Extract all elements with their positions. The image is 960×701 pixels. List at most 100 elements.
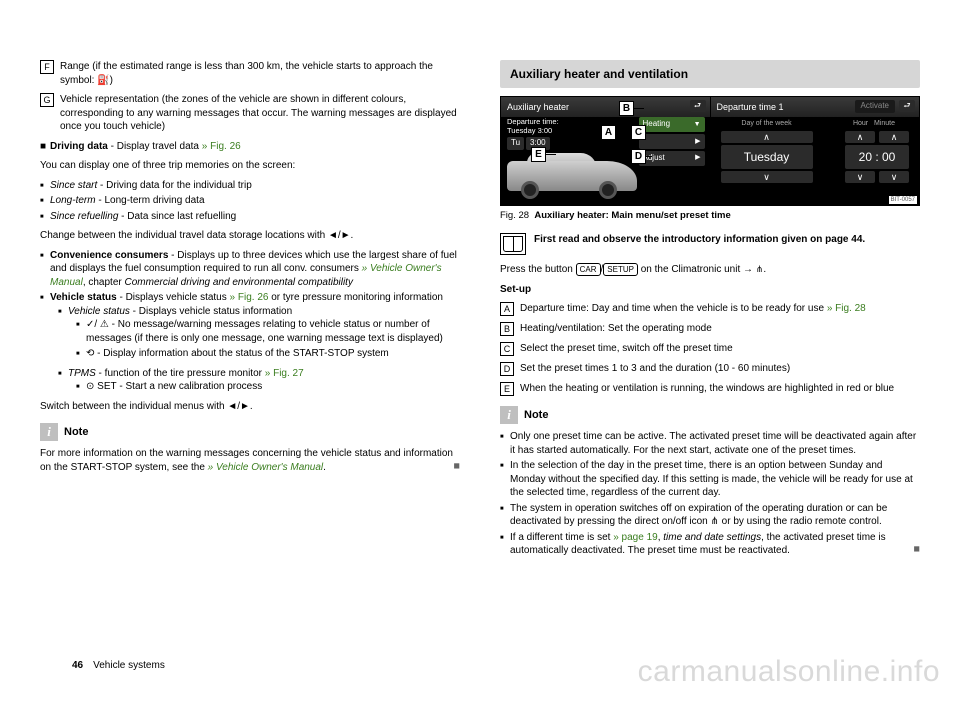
section-heading: Auxiliary heater and ventilation — [500, 60, 920, 88]
box-c: C — [500, 342, 514, 356]
fig-cap-text: Auxiliary heater: Main menu/set preset t… — [534, 210, 730, 221]
time-value: 20 : 00 — [845, 145, 909, 169]
text-b: Heating/ventilation: Set the operating m… — [520, 322, 920, 336]
section-end-icon-2: ◼ — [913, 544, 920, 555]
menu-blank[interactable]: ▶ — [639, 134, 705, 149]
cc-i: Commercial driving and environmental com… — [125, 277, 353, 288]
tag-d: D — [631, 149, 646, 164]
info-icon-2: i — [500, 406, 518, 424]
panel-2: Departure time 1 Activate ⮐ Day of the w… — [710, 97, 920, 205]
box-e: E — [500, 382, 514, 396]
hour-label: Hour — [853, 120, 868, 127]
figure-caption: Fig. 28 Auxiliary heater: Main menu/set … — [500, 210, 920, 223]
vstat-sub: ✓/ ⚠ - No message/warning messages relat… — [76, 318, 460, 361]
car-graphic — [507, 144, 637, 199]
box-d: D — [500, 362, 514, 376]
left-column: F Range (if the estimated range is less … — [40, 60, 460, 564]
hour-down[interactable]: ∨ — [845, 171, 875, 183]
chevron-down-icon: ▼ — [694, 120, 701, 129]
mem-t-0: - Driving data for the individual trip — [97, 180, 252, 191]
activate-button[interactable]: Activate — [855, 100, 895, 113]
chevron-right-icon-2: ▶ — [695, 153, 700, 162]
vs-ref: » Fig. 26 — [230, 292, 269, 303]
panel-1: Auxiliary heater ⮐ Departure time: Tuesd… — [501, 97, 710, 205]
day-up[interactable]: ∧ — [721, 131, 813, 143]
nomsg-item: ✓/ ⚠ - No message/warning messages relat… — [76, 318, 460, 345]
note-text-left: For more information on the warning mess… — [40, 447, 460, 474]
tag-c: C — [631, 125, 646, 140]
a-text: Departure time: Day and time when the ve… — [520, 303, 827, 314]
note-label-right: Note — [524, 408, 548, 423]
set-i: ⊙ SET — [86, 381, 117, 392]
fig26-ref: » Fig. 26 — [202, 141, 241, 152]
info-icon: i — [40, 423, 58, 441]
text-d: Set the preset times 1 to 3 and the dura… — [520, 362, 920, 376]
key-item-f: F Range (if the estimated range is less … — [40, 60, 460, 87]
note-1: Only one preset time can be active. The … — [500, 430, 920, 457]
chevron-right-icon: ▶ — [695, 137, 700, 146]
back-icon-2[interactable]: ⮐ — [899, 100, 915, 112]
ss-item: ⟲ - Display information about the status… — [76, 347, 460, 361]
note-label-left: Note — [64, 425, 88, 440]
hour-up[interactable]: ∧ — [845, 131, 875, 143]
setup-heading: Set-up — [500, 283, 920, 297]
mem-i-0: Since start — [50, 180, 97, 191]
change-line: Change between the individual travel dat… — [40, 229, 460, 243]
menu-heating[interactable]: Heating ▼ — [639, 117, 705, 132]
day-down[interactable]: ∨ — [721, 171, 813, 183]
key-box-g: G — [40, 93, 54, 107]
press-line: Press the button CAR/SETUP on the Climat… — [500, 263, 920, 277]
note-box-left: i Note — [40, 423, 460, 441]
min-down[interactable]: ∨ — [879, 171, 909, 183]
chapter-name: Vehicle systems — [93, 660, 165, 671]
panel1-dep: Departure time: Tuesday 3:00 — [507, 117, 559, 135]
cc-item: Convenience consumers - Displays up to t… — [40, 249, 460, 290]
vs-b: Vehicle status — [50, 292, 117, 303]
tag-a: A — [601, 125, 616, 140]
note-list: Only one preset time can be active. The … — [500, 430, 920, 558]
menu-heating-label: Heating — [643, 119, 671, 130]
menu-adjust[interactable]: Adjust▶ — [639, 151, 705, 166]
note-2: In the selection of the day in the prese… — [500, 459, 920, 500]
setup-e: E When the heating or ventilation is run… — [500, 382, 920, 396]
vs-t: - Displays vehicle status — [117, 292, 230, 303]
box-a: A — [500, 302, 514, 316]
note-box-right: i Note — [500, 406, 920, 424]
day-value: Tuesday — [721, 145, 813, 169]
vstat-item: Vehicle status - Displays vehicle status… — [58, 305, 460, 361]
n4ref: » page 19 — [613, 532, 658, 543]
page-footer: 46Vehicle systems — [72, 660, 165, 671]
read-text: First read and observe the introductory … — [534, 233, 865, 247]
line-c — [646, 132, 652, 133]
set-t: - Start a new calibration process — [119, 381, 262, 392]
book-icon — [500, 233, 526, 255]
setup-button[interactable]: SETUP — [603, 263, 638, 276]
setup-d: D Set the preset times 1 to 3 and the du… — [500, 362, 920, 376]
tpms-ref: » Fig. 27 — [265, 368, 304, 379]
line-d — [646, 156, 652, 157]
read-first: First read and observe the introductory … — [500, 233, 920, 255]
setup-a: A Departure time: Day and time when the … — [500, 302, 920, 316]
back-icon[interactable]: ⮐ — [690, 100, 706, 112]
note-end: . — [323, 462, 326, 473]
text-a: Departure time: Day and time when the ve… — [520, 302, 920, 316]
min-up[interactable]: ∧ — [879, 131, 909, 143]
line-e — [546, 154, 556, 155]
car-button[interactable]: CAR — [576, 263, 601, 276]
wheel-2 — [599, 181, 617, 199]
dep-value: Tuesday 3:00 — [507, 126, 552, 135]
min-label: Minute — [874, 120, 895, 127]
n4a: If a different time is set — [510, 532, 613, 543]
switch-line: Switch between the individual menus with… — [40, 400, 460, 414]
text-c: Select the preset time, switch off the p… — [520, 342, 920, 356]
tpms-t: - function of the tire pressure monitor — [96, 368, 265, 379]
driving-data-line: ■Driving data - Display travel data » Fi… — [40, 140, 460, 154]
text-e: When the heating or ventilation is runni… — [520, 382, 920, 396]
figure-panels: Auxiliary heater ⮐ Departure time: Tuesd… — [501, 97, 919, 205]
note-ref: » Vehicle Owner's Manual — [208, 462, 323, 473]
tpms-sub: ⊙ SET - Start a new calibration process — [76, 380, 460, 394]
line-b — [634, 108, 644, 109]
panel1-menu: Heating ▼ ▶ Adjust▶ — [639, 117, 705, 167]
note-4: If a different time is set » page 19, ti… — [500, 531, 920, 558]
vs-t2: or tyre pressure monitoring information — [268, 292, 443, 303]
